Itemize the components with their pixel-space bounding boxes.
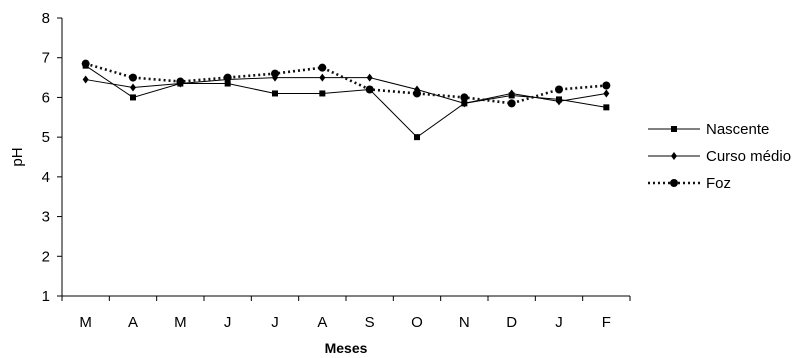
legend: Nascente Curso médio Foz <box>648 121 791 192</box>
x-tick-label: M <box>174 314 187 331</box>
legend-label-nascente: Nascente <box>706 121 769 138</box>
y-tick-label: 7 <box>42 50 50 67</box>
data-point-foz <box>81 59 90 68</box>
legend-marker-nascente <box>671 126 677 132</box>
data-point-nascente <box>272 90 278 97</box>
data-point-nascente <box>414 134 420 141</box>
data-point-foz <box>413 89 421 98</box>
data-point-curso-m-dio <box>603 89 610 98</box>
data-point-foz <box>271 69 279 78</box>
y-axis-title: pH <box>9 147 26 166</box>
y-tick-label: 4 <box>42 169 50 186</box>
data-point-nascente <box>130 94 136 101</box>
x-tick-label: J <box>555 314 563 331</box>
x-tick-label: A <box>317 314 327 331</box>
data-point-foz <box>555 85 563 94</box>
data-point-curso-m-dio <box>508 89 515 98</box>
data-point-foz <box>507 99 516 108</box>
y-tick-label: 5 <box>42 129 50 146</box>
legend-label-foz: Foz <box>706 175 731 192</box>
x-tick-label: M <box>79 314 92 331</box>
y-tick-label: 3 <box>42 209 50 226</box>
data-point-foz <box>176 77 185 86</box>
x-tick-label: J <box>271 314 279 331</box>
data-point-curso-m-dio <box>82 75 89 84</box>
y-tick-label: 6 <box>42 89 50 106</box>
y-tick-label: 2 <box>42 248 50 265</box>
y-axis-ticks: 1 2 3 4 5 6 7 8 <box>42 10 62 305</box>
legend-marker-curso-m-dio <box>671 152 677 160</box>
x-tick-label: S <box>365 314 375 331</box>
data-point-nascente <box>319 90 326 97</box>
x-tick-label: O <box>411 314 423 331</box>
data-point-foz <box>602 81 611 90</box>
data-point-nascente <box>603 104 610 111</box>
axes <box>61 18 630 297</box>
series-layer <box>81 59 611 141</box>
y-tick-label: 8 <box>42 10 50 27</box>
data-point-curso-m-dio <box>319 73 326 82</box>
data-point-foz <box>318 63 327 72</box>
data-point-curso-m-dio <box>130 83 136 92</box>
data-point-curso-m-dio <box>366 73 373 82</box>
data-point-curso-m-dio <box>461 99 468 108</box>
y-tick-label: 1 <box>42 288 50 305</box>
data-point-foz <box>129 73 137 82</box>
series-line-foz <box>85 62 607 105</box>
data-point-foz <box>223 73 232 82</box>
x-axis-title: Meses <box>325 340 368 356</box>
legend-marker-foz <box>670 179 678 187</box>
x-tick-label: J <box>224 314 232 331</box>
data-point-foz <box>460 93 469 102</box>
legend-label-curso-m-dio: Curso médio <box>706 148 791 165</box>
data-point-curso-m-dio <box>556 97 562 106</box>
x-tick-label: N <box>459 314 470 331</box>
data-point-foz <box>365 85 374 94</box>
x-tick-label: F <box>602 314 611 331</box>
x-tick-label: D <box>506 314 517 331</box>
x-tick-label: A <box>128 314 138 331</box>
series-line-nascente <box>85 65 607 138</box>
